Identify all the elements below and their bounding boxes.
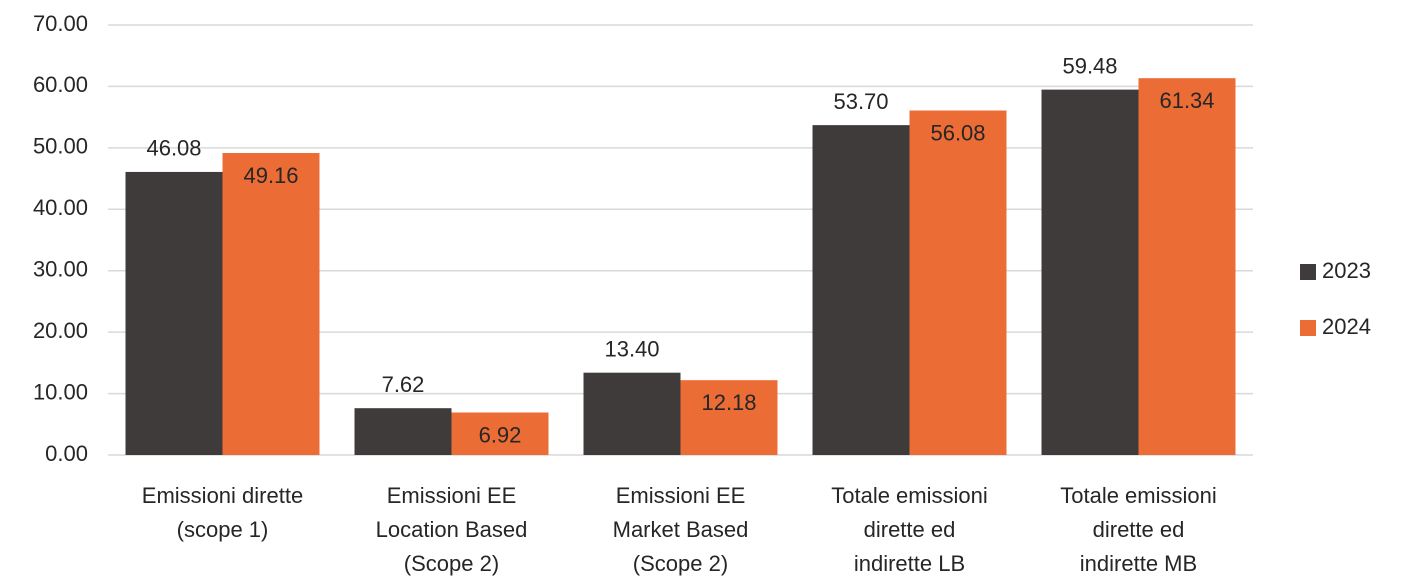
y-tick-label: 50.00 — [33, 134, 88, 159]
data-label: 12.18 — [701, 390, 756, 415]
bar — [1041, 89, 1139, 455]
bar — [125, 171, 223, 456]
y-tick-label: 10.00 — [33, 379, 88, 404]
data-label: 53.70 — [833, 89, 888, 114]
data-label: 13.40 — [604, 336, 659, 361]
bar — [354, 408, 452, 455]
bar — [583, 372, 681, 455]
legend-swatch — [1300, 320, 1316, 336]
data-label: 46.08 — [146, 136, 201, 161]
data-label: 61.34 — [1159, 88, 1214, 113]
legend-label: 2024 — [1322, 314, 1371, 339]
x-tick-label: Emissioni EE Market Based (Scope 2) — [613, 483, 749, 576]
x-tick-label: Totale emissioni dirette ed indirette LB — [831, 483, 988, 576]
data-label: 56.08 — [930, 120, 985, 145]
x-tick-label: Totale emissioni dirette ed indirette MB — [1060, 483, 1217, 576]
data-label: 49.16 — [243, 163, 298, 188]
x-tick-label: Emissioni EE Location Based (Scope 2) — [376, 483, 528, 576]
bar — [222, 153, 320, 455]
bar — [1138, 78, 1236, 455]
y-tick-label: 40.00 — [33, 195, 88, 220]
data-label: 6.92 — [479, 422, 522, 447]
y-tick-label: 70.00 — [33, 11, 88, 36]
bar — [451, 412, 549, 455]
y-tick-label: 0.00 — [45, 441, 88, 466]
y-tick-label: 30.00 — [33, 257, 88, 282]
x-tick-label: Emissioni dirette (scope 1) — [142, 483, 303, 542]
data-label: 59.48 — [1062, 53, 1117, 78]
y-tick-label: 20.00 — [33, 318, 88, 343]
y-tick-label: 60.00 — [33, 72, 88, 97]
legend-swatch — [1300, 264, 1316, 280]
data-label: 7.62 — [382, 372, 425, 397]
legend-label: 2023 — [1322, 258, 1371, 283]
bar — [680, 380, 778, 455]
bar — [812, 125, 910, 455]
bar — [909, 110, 1007, 455]
